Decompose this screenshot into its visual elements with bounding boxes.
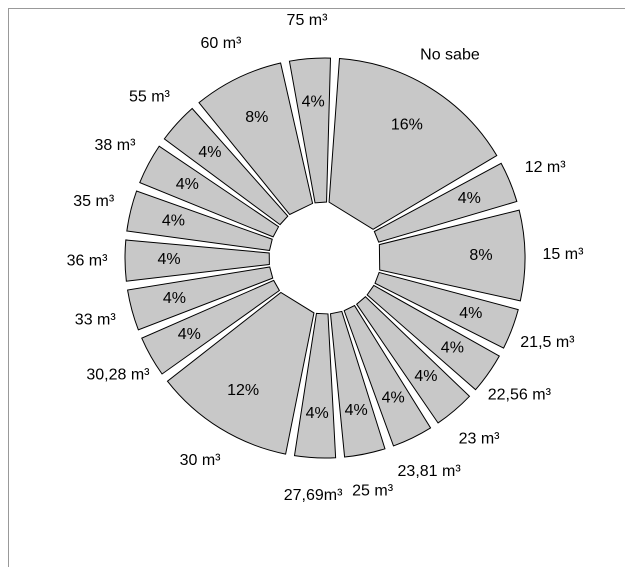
pie-slice — [163, 107, 289, 226]
pie-slice — [355, 296, 471, 424]
slice-value-label: 4% — [382, 390, 405, 407]
slice-value-label: 4% — [306, 405, 329, 422]
slice-value-label: 8% — [245, 109, 268, 126]
slice-category-label: 38 m³ — [95, 137, 137, 154]
slice-category-label: 35 m³ — [73, 193, 115, 210]
slice-category-label: 30 m³ — [180, 452, 222, 469]
slice-value-label: 4% — [163, 290, 186, 307]
slice-category-label: 25 m³ — [352, 482, 394, 499]
pie-slice — [366, 284, 501, 391]
pie-slice — [293, 312, 337, 459]
pie-slice — [329, 310, 386, 458]
slice-value-label: 4% — [178, 326, 201, 343]
slice-value-label: 4% — [176, 176, 199, 193]
slice-value-label: 4% — [162, 212, 185, 229]
slice-category-label: 22,56 m³ — [488, 387, 552, 404]
slice-category-label: 15 m³ — [543, 246, 585, 263]
slice-value-label: 4% — [345, 402, 368, 419]
slice-category-label: 33 m³ — [75, 311, 117, 328]
pie-slice — [127, 266, 274, 331]
slice-value-label: 4% — [414, 368, 437, 385]
slice-value-label: 12% — [227, 382, 259, 399]
pie-slice — [166, 291, 315, 455]
pie-slice — [198, 62, 314, 216]
slice-value-label: 4% — [302, 94, 325, 111]
pie-slice — [141, 279, 281, 375]
slice-category-label: 60 m³ — [200, 35, 242, 52]
slice-value-label: 4% — [157, 251, 180, 268]
slice-category-label: 36 m³ — [67, 252, 109, 269]
slice-value-label: 16% — [391, 116, 423, 133]
slice-value-label: 4% — [458, 190, 481, 207]
pie-slice — [378, 209, 526, 302]
pie-slice — [124, 239, 270, 282]
slice-category-label: 12 m³ — [525, 159, 567, 176]
slice-category-label: No sabe — [420, 47, 480, 64]
slice-value-label: 8% — [469, 247, 492, 264]
pie-slice — [288, 57, 332, 204]
pie-slice — [374, 271, 519, 349]
pie-slice — [328, 57, 498, 230]
pie-slice — [373, 162, 518, 243]
pie-slice — [343, 304, 432, 447]
slice-category-label: 23,81 m³ — [398, 463, 462, 480]
slice-category-label: 30,28 m³ — [86, 367, 150, 384]
slice-value-label: 4% — [441, 339, 464, 356]
slice-category-label: 21,5 m³ — [520, 334, 575, 351]
pie-slice — [126, 190, 273, 252]
slice-value-label: 4% — [198, 144, 221, 161]
slice-category-label: 75 m³ — [287, 12, 329, 29]
pie-slice — [139, 145, 280, 238]
slice-category-label: 27,69m³ — [284, 487, 343, 504]
slice-category-label: 55 m³ — [129, 89, 171, 106]
slice-category-label: 23 m³ — [459, 431, 501, 448]
slice-value-label: 4% — [459, 305, 482, 322]
